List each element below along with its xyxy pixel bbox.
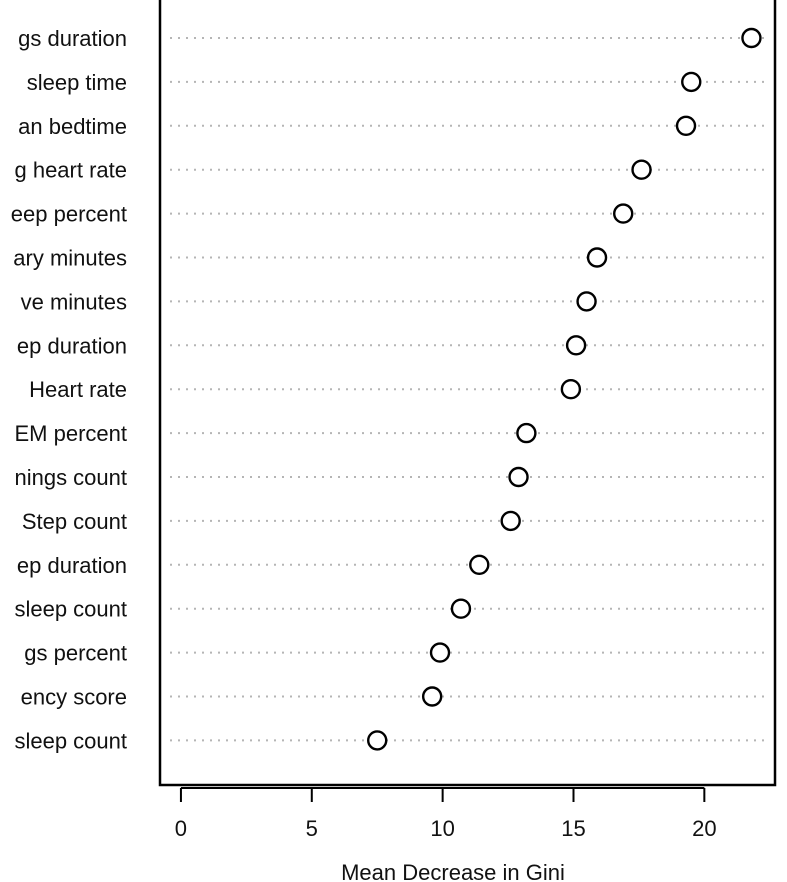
category-label: sleep count	[14, 728, 127, 753]
category-labels: gs duration sleep time an bedtime g heart r…	[11, 26, 127, 753]
x-axis: 0 5 10 15 20	[175, 787, 717, 841]
data-point	[500, 510, 521, 532]
x-axis-title: Mean Decrease in Gini	[341, 860, 565, 882]
category-label: Heart rate	[29, 377, 127, 402]
category-label: g heart rate	[14, 158, 127, 183]
data-point	[631, 159, 652, 180]
category-label: eep percent	[11, 202, 127, 227]
category-label: nings count	[14, 465, 127, 490]
guide-lines	[170, 37, 768, 742]
category-label: ency score	[21, 685, 127, 710]
data-point	[450, 598, 472, 619]
x-tick-label: 20	[692, 816, 716, 841]
data-point	[681, 71, 702, 93]
data-point	[675, 115, 697, 137]
category-label: ve minutes	[21, 289, 127, 314]
category-label: an bedtime	[18, 114, 127, 139]
category-label: EM percent	[15, 421, 128, 446]
data-point	[560, 379, 582, 400]
x-tick-label: 0	[175, 816, 187, 841]
category-label: sleep time	[27, 70, 127, 95]
category-label: gs percent	[24, 641, 127, 666]
plot-frame	[158, 0, 777, 787]
data-point	[576, 291, 597, 312]
data-point	[565, 335, 587, 356]
data-point	[586, 247, 608, 268]
x-tick-label: 15	[561, 816, 585, 841]
data-point	[741, 27, 762, 49]
category-label: ary minutes	[13, 246, 127, 271]
data-point	[516, 422, 537, 444]
category-label: sleep count	[14, 597, 127, 622]
category-label: Step count	[22, 509, 127, 534]
category-label: ep duration	[17, 553, 127, 578]
data-points	[367, 27, 762, 751]
data-point	[367, 730, 388, 751]
data-point	[429, 642, 451, 663]
data-point	[469, 554, 490, 575]
x-tick-label: 5	[306, 816, 318, 841]
x-tick-label: 10	[430, 816, 454, 841]
data-point	[508, 466, 529, 488]
data-point	[613, 203, 634, 224]
category-label: ep duration	[17, 333, 127, 358]
category-label: gs duration	[18, 26, 127, 51]
data-point	[421, 686, 443, 707]
